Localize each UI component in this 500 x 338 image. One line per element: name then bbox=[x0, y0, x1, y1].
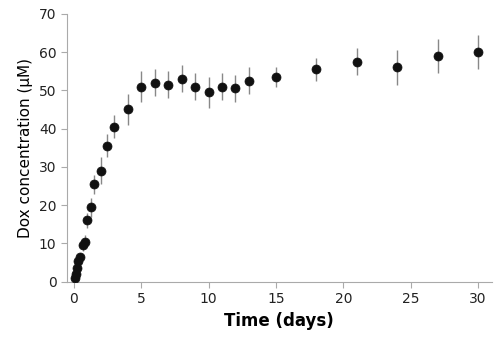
X-axis label: Time (days): Time (days) bbox=[224, 312, 334, 330]
Y-axis label: Dox concentration (μM): Dox concentration (μM) bbox=[18, 58, 34, 238]
